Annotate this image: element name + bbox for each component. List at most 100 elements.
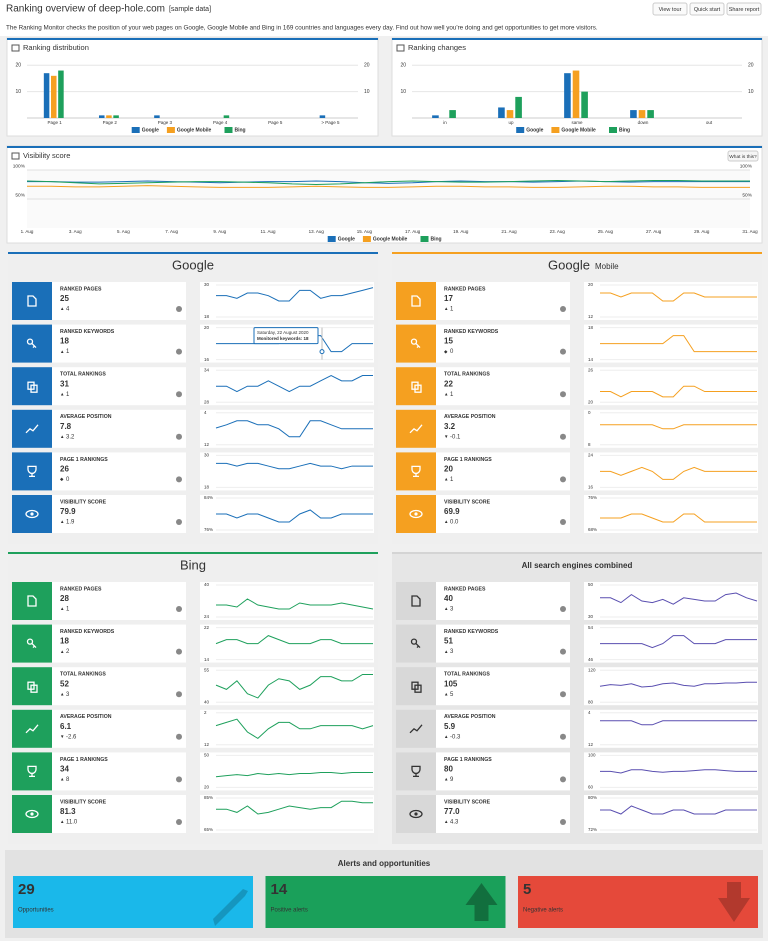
help-icon[interactable] (176, 519, 182, 525)
help-icon[interactable] (560, 819, 566, 825)
help-icon[interactable] (560, 606, 566, 612)
x-tick-label: 5. Aug (117, 229, 130, 234)
help-icon[interactable] (560, 391, 566, 398)
chart-icon (11, 44, 20, 52)
alert-tile[interactable] (265, 876, 506, 928)
bar (638, 110, 646, 118)
help-icon[interactable] (176, 691, 182, 698)
help-icon[interactable] (176, 433, 182, 440)
help-icon[interactable] (176, 606, 182, 612)
button-label[interactable]: Share report (729, 7, 760, 13)
help-icon[interactable] (560, 433, 566, 440)
sample-link[interactable]: [sample data] (169, 6, 211, 13)
metric-box (52, 409, 186, 448)
help-icon[interactable] (176, 776, 182, 783)
x-tick-label: 15. Aug (357, 229, 373, 234)
bar (564, 73, 571, 118)
metric-label: RANKED PAGES (60, 286, 102, 292)
spark-tick-label: 4 (204, 410, 207, 415)
icon (27, 465, 37, 478)
spark-tick-label: 85% (204, 795, 213, 800)
button[interactable] (726, 2, 762, 16)
help-icon[interactable] (176, 733, 182, 740)
spark-tick-label: 80% (588, 795, 597, 800)
x-tick-label: 3. Aug (69, 229, 82, 234)
metric-box (436, 582, 570, 620)
spark-tick-label: 0 (588, 410, 591, 415)
icon (31, 343, 37, 349)
help-icon[interactable] (176, 648, 182, 655)
sparkline (216, 374, 373, 393)
sparkline (215, 673, 373, 699)
metric-icon-box (396, 709, 436, 748)
sparkline-bg (200, 582, 374, 620)
bar (106, 115, 112, 118)
help-icon[interactable] (176, 306, 182, 312)
metric-label: PAGE 1 RANKINGS (444, 757, 492, 763)
metric-label: TOTAL RANKINGS (444, 672, 490, 678)
panel-top-border (8, 552, 378, 554)
help-icon[interactable] (560, 348, 566, 355)
help-icon[interactable] (176, 348, 182, 355)
metric-label: VISIBILITY SCORE (444, 499, 491, 505)
help-icon[interactable] (560, 519, 566, 525)
x-tick-label: same (571, 120, 583, 125)
chart-title: Ranking distribution (23, 43, 89, 52)
help-icon[interactable] (560, 733, 566, 740)
spark-tick-label: 46 (588, 657, 594, 662)
spark-tick-label: 12 (204, 742, 210, 747)
button[interactable] (689, 2, 725, 16)
legend-label: Bing (235, 127, 246, 133)
change-arrow: ▼ (444, 434, 448, 439)
spark-tick-label: 30 (204, 453, 210, 458)
spark-tick-label: 28 (204, 399, 210, 404)
bar (58, 70, 64, 118)
metric-value: 6.1 (60, 722, 72, 731)
help-icon[interactable] (560, 648, 566, 655)
change-arrow: ▲ (60, 434, 64, 439)
metric-label: RANKED PAGES (444, 586, 486, 592)
metric-label: TOTAL RANKINGS (60, 672, 106, 678)
button-label[interactable]: View tour (659, 7, 682, 13)
change-arrow: ▲ (444, 777, 448, 782)
help-icon[interactable] (176, 819, 182, 825)
button-label[interactable]: Quick start (694, 7, 721, 13)
help-icon[interactable] (560, 691, 566, 698)
help-label[interactable]: What is this? (729, 154, 757, 160)
panel-title: Bing (180, 557, 206, 572)
metric-change: 1 (450, 307, 454, 313)
bar (98, 115, 105, 118)
alert-tile[interactable] (518, 876, 758, 928)
metric-label: RANKED PAGES (444, 286, 486, 292)
metric-label: PAGE 1 RANKINGS (444, 457, 492, 463)
help-icon[interactable] (176, 476, 182, 483)
sparkline-bg (200, 709, 374, 748)
x-tick-label: > Page 5 (321, 120, 340, 125)
sparkline (600, 385, 757, 398)
alert-tile[interactable] (13, 876, 253, 928)
x-tick-label: 13. Aug (309, 229, 325, 234)
change-arrow: ▲ (444, 691, 448, 696)
tooltip-text: Monitored keywords: 18 (257, 336, 309, 341)
help-icon[interactable] (176, 391, 182, 398)
y-tick-label: 50% (15, 192, 25, 198)
help-icon[interactable] (560, 476, 566, 483)
x-tick-label: Page 5 (268, 120, 283, 125)
tooltip-date: Saturday, 22 August 2020 (257, 330, 309, 335)
metric-value: 20 (444, 465, 453, 474)
x-tick-label: 25. Aug (598, 229, 614, 234)
x-tick-label: 1. Aug (21, 229, 34, 234)
legend-label: Google Mobile (177, 127, 212, 133)
spark-tick-label: 84% (204, 495, 213, 500)
help-icon[interactable] (560, 776, 566, 783)
button[interactable] (652, 2, 688, 16)
icon (31, 643, 37, 649)
help-icon[interactable] (560, 306, 566, 312)
help-button[interactable] (727, 150, 759, 162)
alert-icon (213, 889, 248, 926)
bar (113, 115, 119, 118)
spark-tick-label: 34 (204, 367, 210, 372)
icon (411, 595, 421, 607)
change-arrow: ▲ (60, 306, 64, 311)
metric-value: 3.2 (444, 422, 456, 431)
